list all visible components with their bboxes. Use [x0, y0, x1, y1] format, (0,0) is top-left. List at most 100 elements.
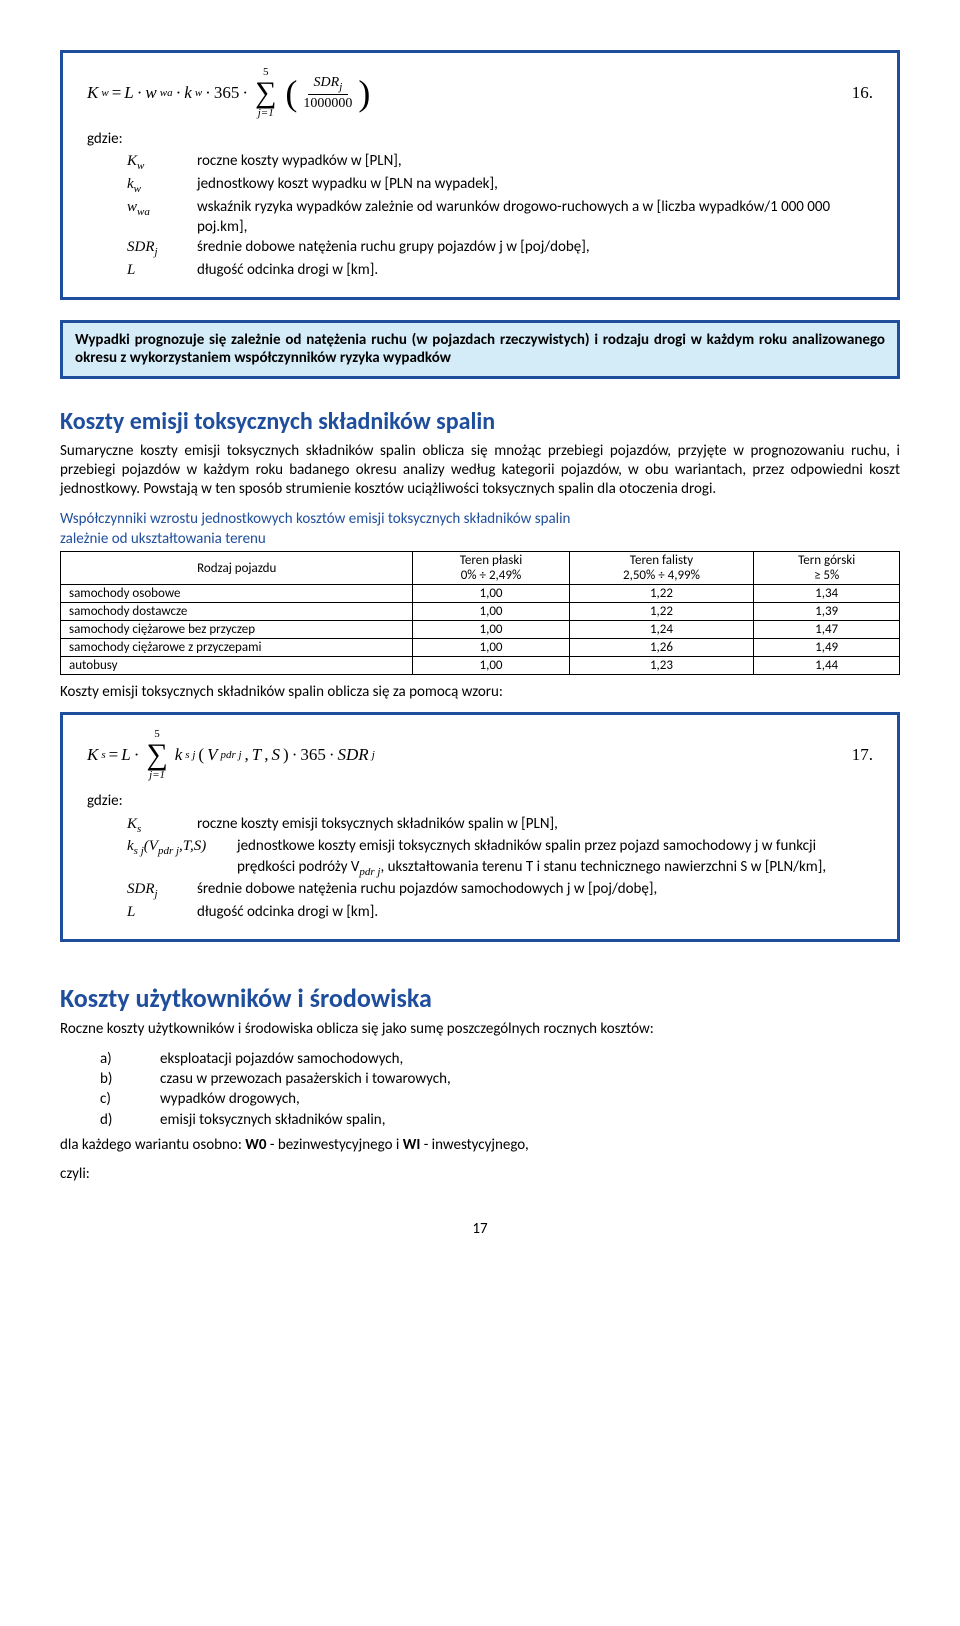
h-top: Teren falisty: [630, 553, 693, 568]
formula-box-17: Ks = L · 5 ∑ j=1 ks j (Vpdr j,T,S) · 365…: [60, 712, 900, 941]
f16-365: 365: [214, 83, 240, 103]
list-item: a)eksploatacji pojazdów samochodowych,: [60, 1049, 900, 1069]
f17-dot3: ·: [329, 745, 335, 765]
f16-L: L: [124, 83, 133, 103]
sym: w: [127, 199, 137, 215]
item-text: emisji toksycznych składników spalin,: [160, 1110, 900, 1130]
cell: 1,00: [413, 657, 569, 675]
h-top: Tern górski: [798, 553, 855, 568]
f17-k-sub: s j: [185, 749, 195, 761]
bullet: a): [60, 1049, 160, 1069]
sym: SDR: [127, 239, 155, 255]
where-row: SDRjśrednie dobowe natężenia ruchu grupy…: [87, 237, 873, 260]
cell: 1,44: [754, 657, 900, 675]
h-top: Teren płaski: [460, 553, 523, 568]
where-row: SDRj średnie dobowe natężenia ruchu poja…: [87, 879, 873, 902]
where-row: wwa wskaźnik ryzyka wypadków zależnie od …: [87, 197, 873, 238]
eq-num-17: 17.: [852, 745, 873, 765]
col-header: Teren falisty2,50% ÷ 4,99%: [569, 552, 754, 585]
f16-k: k: [184, 83, 192, 103]
list-item: b)czasu w przewozach pasażerskich i towa…: [60, 1069, 900, 1089]
f16-sigma: 5 ∑ j=1: [255, 67, 276, 119]
where-row: kwjednostkowy koszt wypadku w [PLN na wy…: [87, 174, 873, 197]
table-caption-1: Współczynniki wzrostu jednostkowych kosz…: [60, 510, 900, 529]
cell: 1,47: [754, 621, 900, 639]
sym-sub: s j: [134, 845, 144, 857]
sym-sub: s: [137, 823, 141, 835]
desc: długość odcinka drogi w [km].: [197, 260, 873, 280]
f17-dot1: ·: [134, 745, 140, 765]
f16-sigma-bot: j=1: [258, 108, 274, 119]
table-row: samochody ciężarowe z przyczepami1,001,2…: [61, 639, 900, 657]
item-text: wypadków drogowych,: [160, 1089, 900, 1109]
where-16: gdzie: Kwroczne koszty wypadków w [PLN],…: [87, 129, 873, 281]
page-number: 17: [60, 1220, 900, 1238]
sym: k: [127, 838, 134, 854]
list-item: c)wypadków drogowych,: [60, 1089, 900, 1109]
table-caption-2: zależnie od ukształtowania terenu: [60, 530, 900, 549]
desc-sub: pdr j: [359, 866, 380, 878]
f16-frac: SDRj 1000000: [297, 74, 358, 112]
cell: 1,22: [569, 603, 754, 621]
f17-dot2: ·: [292, 745, 298, 765]
col-header: Rodzaj pojazdu: [61, 552, 413, 585]
sym: SDR: [127, 881, 155, 897]
table-row: autobusy1,001,231,44: [61, 657, 900, 675]
h-bot: ≥ 5%: [814, 568, 839, 583]
formula-box-16: Kw = L · wwa · kw · 365 · 5 ∑ j=1 ( SDRj…: [60, 50, 900, 300]
bullet: d): [60, 1110, 160, 1130]
cell: 1,00: [413, 585, 569, 603]
sym-sub: j: [155, 888, 158, 900]
h-bot: 2,50% ÷ 4,99%: [623, 568, 700, 583]
p-users-1: Roczne koszty użytkowników i środowiska …: [60, 1020, 900, 1039]
cell: 1,34: [754, 585, 900, 603]
f17-V-sub: pdr j: [220, 749, 241, 761]
f17-T: T: [252, 745, 261, 765]
bullet: c): [60, 1089, 160, 1109]
sym: L: [127, 262, 135, 278]
cell: 1,23: [569, 657, 754, 675]
sym-sub: wa: [137, 206, 150, 218]
highlight-box: Wypadki prognozuje się zależnie od natęż…: [60, 320, 900, 380]
f16-dot2: ·: [176, 83, 182, 103]
table-row: samochody dostawcze1,001,221,39: [61, 603, 900, 621]
sym-sub: w: [134, 183, 141, 195]
cell: 1,00: [413, 621, 569, 639]
formula-17-row: Ks = L · 5 ∑ j=1 ks j (Vpdr j,T,S) · 365…: [87, 729, 873, 781]
p-users-2: dla każdego wariantu osobno: W0 - bezinw…: [60, 1136, 900, 1155]
f17-L: L: [121, 745, 130, 765]
f16-paren: ( SDRj 1000000 ): [285, 74, 370, 112]
cell: 1,49: [754, 639, 900, 657]
gdzie-17: gdzie:: [87, 791, 873, 811]
desc-part2: , ukształtowania terenu T i stanu techni…: [380, 858, 826, 876]
sigma-icon: ∑: [146, 740, 167, 770]
p-after-table: Koszty emisji toksycznych składników spa…: [60, 683, 900, 702]
sym: K: [127, 816, 137, 832]
desc: długość odcinka drogi w [km].: [197, 902, 873, 922]
formula-16: Kw = L · wwa · kw · 365 · 5 ∑ j=1 ( SDRj…: [87, 67, 372, 119]
coefficients-table: Rodzaj pojazdu Teren płaski0% ÷ 2,49% Te…: [60, 551, 900, 675]
cell: 1,00: [413, 639, 569, 657]
desc: wskaźnik ryzyka wypadków zależnie od war…: [197, 197, 873, 238]
eq-num-16: 16.: [852, 83, 873, 103]
f17-sigma-bot: j=1: [149, 770, 165, 781]
col-header: Teren płaski0% ÷ 2,49%: [413, 552, 569, 585]
f17-comma2: ,: [264, 745, 268, 765]
sym-sub: w: [137, 160, 144, 172]
f16-dot3: ·: [205, 83, 211, 103]
table-row: samochody osobowe1,001,221,34: [61, 585, 900, 603]
table-header-row: Rodzaj pojazdu Teren płaski0% ÷ 2,49% Te…: [61, 552, 900, 585]
cell: samochody osobowe: [61, 585, 413, 603]
p2-end: - inwestycyjnego,: [420, 1136, 528, 1154]
f16-K: K: [87, 83, 98, 103]
f17-comma1: ,: [245, 745, 249, 765]
f17-k: k: [175, 745, 183, 765]
cell: samochody dostawcze: [61, 603, 413, 621]
f17-S: S: [272, 745, 281, 765]
f17-SDR-sub: j: [372, 749, 375, 761]
f17-SDR: SDR: [338, 745, 369, 765]
col-header: Tern górski≥ 5%: [754, 552, 900, 585]
desc: jednostkowy koszt wypadku w [PLN na wypa…: [197, 174, 873, 197]
where-17: gdzie: Ks roczne koszty emisji toksyczny…: [87, 791, 873, 922]
f17-sigma: 5 ∑ j=1: [146, 729, 167, 781]
